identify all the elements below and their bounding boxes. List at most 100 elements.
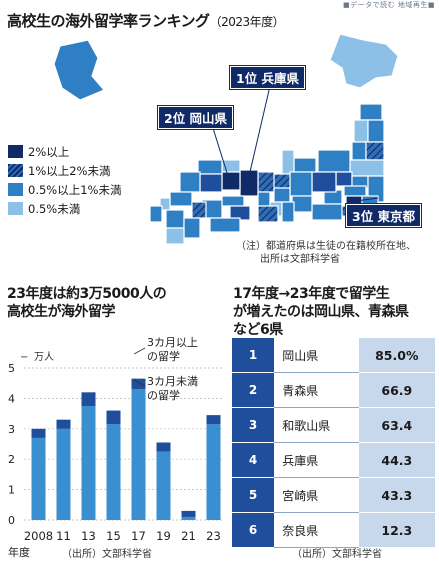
map-oita [191,201,207,219]
bar-segment-long [56,419,71,429]
map-niigata [317,149,351,173]
table-row: 6 奈良県 12.3 [232,513,435,548]
bar-legend-label: 3カ月以上 [147,336,198,349]
value-cell: 43.3 [358,478,435,513]
legend-swatch [8,202,23,215]
bar-segment-short [106,424,121,520]
bar-segment-long [81,392,96,406]
legend-swatch [8,164,23,177]
bar-chart-title-line: 高校生が海外留学 [7,304,116,320]
callout-rank-2: 2位 岡山県 [156,105,235,130]
bar-legend-leader [133,347,146,355]
map-aomori [359,103,383,121]
prefecture-cell: 青森県 [274,373,359,408]
prefecture-cell: 奈良県 [274,513,359,548]
value-cell: 12.3 [358,513,435,548]
map-saga [159,197,171,211]
bar-y-tick-label: 1 [8,484,15,497]
value-cell: 85.0% [358,338,435,373]
bar-y-tick-label: 5 [8,362,15,375]
rank-cell: 1 [232,338,275,373]
map-aichi [291,195,313,213]
bar-x-tick-label: 19 [156,529,171,543]
bar-x-tick-label: 15 [106,529,121,543]
map-nagasaki [149,205,163,223]
prefecture-cell: 岡山県 [274,338,359,373]
map-shiga [273,187,291,203]
map-shimane [197,159,223,175]
map-okayama [221,171,241,191]
map-note-line: 出所は文部科学省 [260,254,340,265]
map-akita [353,119,369,143]
callout-rank-3: 3位 東京都 [344,203,423,228]
bar-segment-long [131,378,146,390]
table-row: 1 岡山県 85.0% [232,338,435,373]
map-hyogo [239,169,259,197]
rank-cell: 6 [232,513,275,548]
value-cell: 66.9 [358,373,435,408]
prefecture-cell: 宮崎県 [274,478,359,513]
bar-chart-title: 23年度は約3万5000人の 高校生が海外留学 [7,285,167,321]
bar-y-tick-label: 2 [8,453,15,466]
map-note-line: （注）都道府県は生徒の在籍校所在地、 [236,241,416,252]
page-title-text: 高校生の海外留学率ランキング [7,12,210,30]
legend-label: 0.5%未満 [28,202,81,216]
table-row: 4 兵庫県 44.3 [232,443,435,478]
map-hiroshima [199,173,223,193]
map-osaka [257,191,271,207]
map-mie [281,201,295,223]
map-ishikawa [281,149,295,175]
rank-cell: 3 [232,408,275,443]
map-toyama [293,157,317,173]
prefecture-cell: 和歌山県 [274,408,359,443]
bar-segment-long [106,410,121,425]
page-title: 高校生の海外留学率ランキング（2023年度） [7,10,285,31]
bar-segment-short [206,424,221,520]
map-shizuoka [311,203,343,221]
table-row: 3 和歌山県 63.4 [232,408,435,443]
bar-x-tick-label: 17 [131,529,146,543]
section-tag: ■データで読む 地域再生■ [343,1,435,9]
map-gunma [335,171,353,187]
bar-legend-leader [133,379,146,387]
map-kumamoto [165,209,185,229]
legend-label: 2%以上 [28,145,70,159]
map-legend-item: 1%以上2%未満 [8,163,111,178]
map-hokkaido [329,33,399,89]
table-title-line: が増えたのは岡山県、青森県 [233,304,409,320]
bar-source: （出所）文部科学省 [62,549,152,560]
bar-legend-label: の留学 [147,388,180,402]
map-kyoto [257,171,275,193]
value-cell: 63.4 [358,408,435,443]
bar-segment-long [156,442,171,452]
map-kochi [209,217,241,233]
bar-x-tick-label: 21 [181,529,196,543]
legend-label: 0.5%以上1%未満 [28,183,122,197]
bar-y-tick-label: 4 [8,392,15,405]
map-fukushima [349,159,385,177]
bar-unit-label: 万人 [34,351,54,363]
bar-chart-grid [24,367,224,521]
bar-x-caption: 年度 [8,545,30,559]
bar-segment-long [206,415,221,425]
bar-x-tick-label: 2008 [24,529,53,543]
map-gifu [289,171,313,197]
map-yamagata [351,141,367,161]
bar-segment-short [156,451,171,520]
bar-x-tick-label: 13 [81,529,96,543]
map-iwate [367,119,385,143]
map-miyazaki [183,217,201,239]
legend-swatch [8,183,23,196]
bar-segment-short [56,428,71,520]
bar-y-tick-label: 3 [8,423,15,436]
japan-map [53,33,399,245]
bar-segment-short [31,437,46,520]
bar-legend-label: の留学 [147,349,180,363]
bar-segment-long [181,510,196,517]
legend-swatch [8,145,23,158]
map-fukui [271,173,291,189]
table-row: 2 青森県 66.9 [232,373,435,408]
